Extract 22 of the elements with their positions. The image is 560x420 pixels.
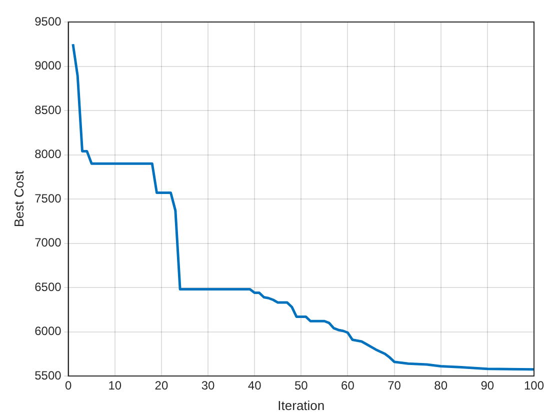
x-tick-label: 10 (108, 378, 122, 393)
x-axis-title: Iteration (278, 398, 325, 413)
x-tick-label: 80 (434, 378, 448, 393)
y-tick-label: 8500 (34, 102, 62, 117)
y-axis-title: Best Cost (11, 170, 26, 228)
y-tick-label: 6500 (34, 280, 62, 294)
y-tick-label: 5500 (34, 368, 62, 382)
x-tick-label: 30 (201, 378, 215, 393)
x-tick-label: 60 (341, 378, 355, 393)
y-tick-label: 9000 (34, 58, 62, 73)
x-tick-label: 20 (154, 378, 168, 393)
y-tick-label: 7500 (34, 191, 62, 206)
x-tick-label: 40 (248, 378, 262, 393)
x-tick-label: 50 (294, 378, 308, 393)
y-tick-label: 9500 (34, 14, 62, 28)
x-tick-label: 90 (480, 378, 494, 393)
x-tick-label: 100 (524, 378, 544, 393)
y-tick-label: 6000 (34, 324, 62, 338)
x-tick-label: 70 (388, 378, 402, 393)
y-tick-label: 8000 (34, 147, 62, 162)
x-tick-label: 0 (64, 378, 72, 393)
y-tick-label: 7000 (34, 236, 62, 250)
